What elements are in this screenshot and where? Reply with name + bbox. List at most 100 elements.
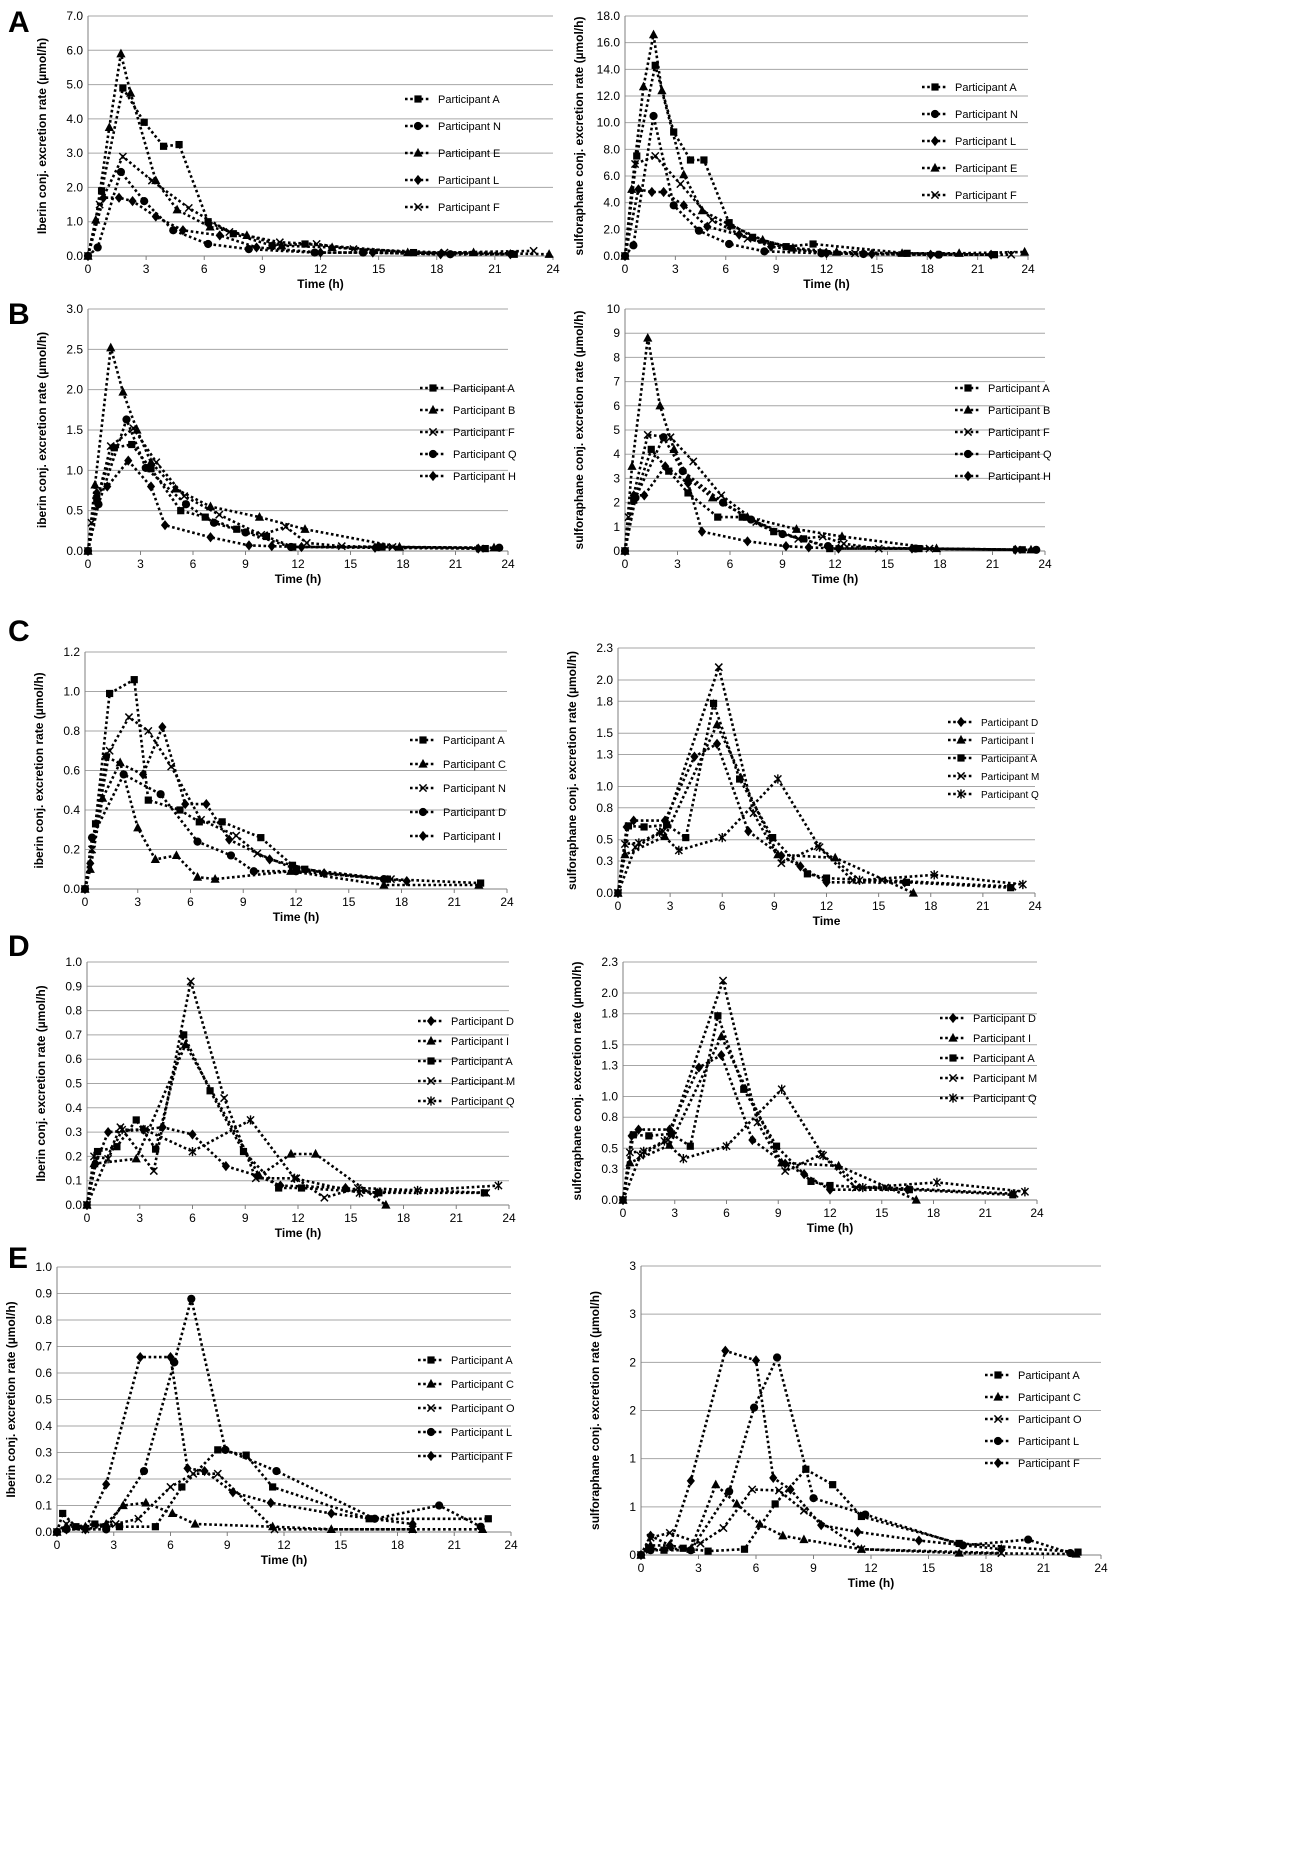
data-point [187,1294,196,1303]
x-tick-label: 9 [775,1206,782,1220]
data-point [156,790,165,799]
series-line [616,698,1011,894]
data-point [777,850,786,861]
y-axis-label: Iberin conj. excretion rate (µmol/h) [34,985,48,1181]
x-tick-label: 18 [979,1561,993,1575]
x-axis-label: Time (h) [275,572,321,586]
y-tick-label: 10 [607,302,621,316]
legend-item: Participant I [940,1032,1031,1045]
data-point [103,481,112,492]
y-tick-label: 0.2 [63,843,80,857]
data-point [855,875,864,885]
legend-item: Participant F [955,427,1050,439]
data-point [244,245,253,254]
data-point [119,84,127,92]
y-tick-label: 2.3 [596,641,613,655]
legend-item: Participant M [418,1076,515,1088]
x-tick-label: 0 [85,262,92,276]
legend-item: Participant B [955,404,1050,417]
data-point [365,1515,373,1523]
legend-item: Participant A [948,754,1037,765]
x-tick-label: 15 [344,557,358,571]
x-tick-label: 24 [1030,1206,1044,1220]
legend-item: Participant A [922,82,1017,94]
data-point [749,233,757,241]
data-point [1024,1535,1033,1544]
series-line [621,1033,917,1202]
data-point [799,1534,809,1544]
panel-label-d: D [8,930,30,963]
data-point [257,834,265,842]
y-tick-label: 2.0 [596,673,613,687]
data-point [106,689,114,698]
series-line [623,337,1032,552]
series-participant-f [620,151,1016,261]
x-tick-label: 3 [137,557,144,571]
data-point [954,248,964,257]
y-tick-label: 0.5 [66,504,83,518]
series-line [56,1355,413,1534]
data-point [679,1544,687,1552]
data-point [958,1541,968,1550]
data-point [881,1183,890,1192]
legend-label: Participant M [981,772,1039,783]
data-point [826,1181,834,1190]
legend-item: Participant E [922,162,1017,175]
y-tick-label: 0.4 [63,803,80,817]
data-point [743,536,752,547]
data-point [954,1547,964,1557]
legend-label: Participant L [451,1427,512,1439]
y-axis-label: sulforaphane conj. excretion rate (µmol/… [565,651,579,890]
legend-label: Participant O [451,1403,515,1415]
x-tick-label: 18 [396,557,410,571]
data-point [640,490,649,501]
data-point [193,837,202,846]
y-tick-label: 3 [629,1259,636,1273]
x-tick-label: 12 [314,262,328,276]
data-point [679,200,688,211]
data-point [708,215,717,225]
y-tick-label: 0.1 [65,1174,82,1188]
series-line [640,1353,1071,1557]
x-tick-label: 9 [259,262,266,276]
data-point [320,1193,329,1202]
y-tick-label: 0.8 [601,1110,618,1124]
legend-label: Participant C [451,1379,514,1391]
y-tick-label: 0.0 [603,249,620,263]
legend-label: Participant F [1018,1458,1080,1470]
data-point [111,1519,120,1529]
data-point [270,1525,279,1534]
data-point [613,888,623,898]
data-point [379,879,389,889]
data-point [267,541,276,552]
y-tick-label: 0.2 [65,1149,82,1163]
x-tick-label: 12 [291,557,305,571]
y-tick-label: 0.9 [65,979,82,993]
data-point [147,176,157,185]
y-tick-label: 0.0 [66,249,83,263]
data-point [225,834,234,845]
x-tick-label: 6 [167,1538,174,1552]
x-tick-label: 12 [864,1561,878,1575]
x-tick-label: 12 [277,1538,291,1552]
legend-label: Participant A [973,1053,1035,1065]
data-point [413,1185,422,1196]
data-point [773,849,783,859]
data-point [144,726,153,736]
series-line [623,464,1016,552]
data-point [93,243,102,252]
data-point [192,872,203,881]
data-point [215,510,224,519]
data-point [104,1154,113,1164]
y-tick-label: 2.5 [66,342,83,356]
data-point [124,455,133,466]
data-point [302,538,311,548]
data-point [914,1535,924,1546]
chart-c1: 0.0 0.2 0.4 0.6 0.8 1.0 1.2 0 3 6 9 12 15 18 21 24 Time … [32,645,514,924]
y-tick-label: 0.4 [65,1101,82,1115]
data-point [674,845,683,855]
data-point [62,1524,71,1535]
data-point [834,1160,844,1170]
